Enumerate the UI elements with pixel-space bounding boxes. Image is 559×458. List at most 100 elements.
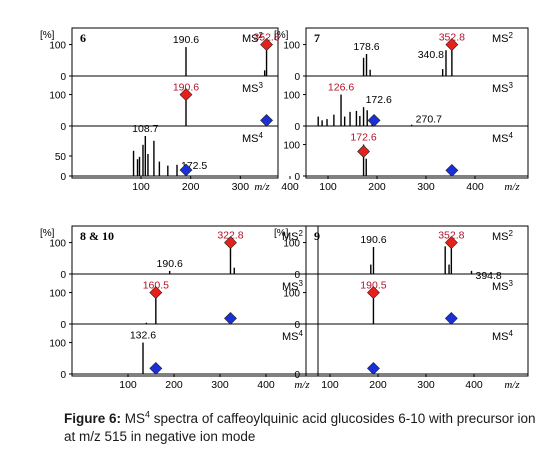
- figure-caption: Figure 6: MS4 spectra of caffeoylquinic …: [64, 410, 549, 446]
- x-tick-label: 300: [211, 379, 229, 391]
- peak-label: 352.8: [438, 230, 464, 242]
- stage-label: MS4: [282, 329, 304, 343]
- stage-label: MS3: [492, 279, 514, 293]
- x-tick-label: 200: [369, 379, 387, 391]
- precursor-marker: [179, 88, 193, 101]
- stage-label: MS3: [492, 81, 514, 95]
- x-tick-label: 300: [417, 379, 435, 391]
- precursor-marker: [149, 286, 163, 299]
- x-tick-label: 200: [182, 181, 200, 193]
- stage-exponent: 3: [299, 279, 304, 288]
- y-tick-label: 0: [60, 122, 66, 133]
- precursor-marker: [357, 145, 370, 158]
- peak-label: 190.5: [360, 280, 386, 292]
- peak-label: 160.5: [143, 280, 169, 292]
- x-tick-label: 400: [257, 379, 275, 391]
- y-tick-label: 0: [294, 370, 300, 381]
- stage-label: MS4: [492, 329, 514, 343]
- stage-label: MS4: [492, 131, 514, 145]
- stage-label: MS4: [242, 131, 264, 145]
- stage-label: MS3: [242, 81, 264, 95]
- y-tick-label: 0: [60, 72, 66, 83]
- peak-label: 178.6: [353, 41, 379, 53]
- y-tick-label: 0: [60, 172, 66, 183]
- compound-label: 8 & 10: [80, 229, 114, 243]
- stage-exponent: 4: [509, 329, 514, 338]
- peak-label: 190.6: [173, 34, 199, 46]
- precursor-marker: [260, 38, 273, 51]
- peak-label: 126.6: [328, 82, 354, 94]
- spectrum-block-2: [%] 7 100 0 178.6 340.8 352.8 MS2 100 0 126.6 172.6…: [274, 27, 529, 193]
- precursor-marker: [444, 236, 458, 249]
- y-tick-label: 0: [294, 320, 300, 331]
- x-unit-label: m/z: [504, 181, 520, 193]
- x-unit-label: m/z: [294, 379, 310, 391]
- peak-label: 394.8: [476, 270, 502, 282]
- stage-exponent: 4: [299, 329, 304, 338]
- y-tick-label: 100: [283, 239, 300, 250]
- x-tick-label: 200: [368, 181, 386, 193]
- compound-label: 7: [314, 31, 320, 45]
- x-tick-label: 100: [119, 379, 137, 391]
- neutral-loss-marker: [367, 114, 381, 127]
- neutral-loss-marker: [367, 362, 380, 375]
- neutral-loss-marker: [179, 163, 193, 177]
- compound-label: 6: [80, 31, 86, 45]
- stage-exponent: 3: [509, 279, 514, 288]
- spectrum-frame: [71, 225, 319, 377]
- stage-exponent: 4: [259, 131, 264, 140]
- neutral-loss-marker: [444, 312, 458, 325]
- percent-label: [%]: [274, 30, 289, 41]
- percent-label: [%]: [274, 228, 289, 239]
- y-tick-label: 0: [60, 370, 66, 381]
- stage-exponent: 2: [509, 31, 514, 40]
- y-tick-label: 100: [283, 141, 300, 152]
- peak-label: 190.6: [360, 234, 386, 246]
- peak-label: 352.8: [253, 32, 279, 44]
- peak-label: 190.6: [157, 258, 183, 270]
- stage-exponent: 3: [259, 81, 264, 90]
- stage-label: MS2: [492, 31, 514, 45]
- x-tick-label: 100: [321, 379, 339, 391]
- peak-label: 190.6: [173, 82, 199, 94]
- peak-label: 340.8: [418, 49, 444, 61]
- x-unit-label: m/z: [504, 379, 520, 391]
- y-tick-label: 0: [60, 320, 66, 331]
- x-tick-label: 400: [281, 181, 299, 193]
- caption-ms: MS: [124, 411, 146, 426]
- neutral-loss-marker: [260, 114, 273, 127]
- peak-label: 352.8: [439, 32, 465, 44]
- neutral-loss-marker: [445, 164, 459, 177]
- y-tick-label: 100: [283, 91, 300, 102]
- peak-label: 172.6: [366, 94, 392, 106]
- y-tick-label: 100: [49, 91, 66, 102]
- y-tick-label: 100: [283, 289, 300, 300]
- x-tick-label: 300: [417, 181, 435, 193]
- spectrum-frame: [305, 225, 529, 377]
- y-tick-label: 100: [49, 239, 66, 250]
- peak-label: 322.8: [217, 230, 243, 242]
- caption-label: Figure 6:: [64, 411, 122, 426]
- stage-exponent: 2: [299, 229, 304, 238]
- stage-exponent: 2: [259, 31, 264, 40]
- stage-label: MS3: [282, 279, 304, 293]
- neutral-loss-marker: [224, 312, 237, 325]
- y-tick-label: 100: [283, 41, 300, 52]
- stage-exponent: 4: [509, 131, 514, 140]
- stage-exponent: 2: [509, 229, 514, 238]
- precursor-marker: [224, 236, 237, 249]
- compound-label: 9: [314, 229, 320, 243]
- stage-label: MS2: [242, 31, 264, 45]
- peak-label: 270.7: [416, 114, 442, 126]
- y-tick-label: 50: [55, 152, 67, 163]
- x-tick-label: 400: [465, 379, 483, 391]
- y-tick-label: 0: [60, 270, 66, 281]
- stage-label: MS2: [282, 229, 304, 243]
- y-tick-label: 0: [294, 122, 300, 133]
- peak-label: 172.6: [350, 132, 376, 144]
